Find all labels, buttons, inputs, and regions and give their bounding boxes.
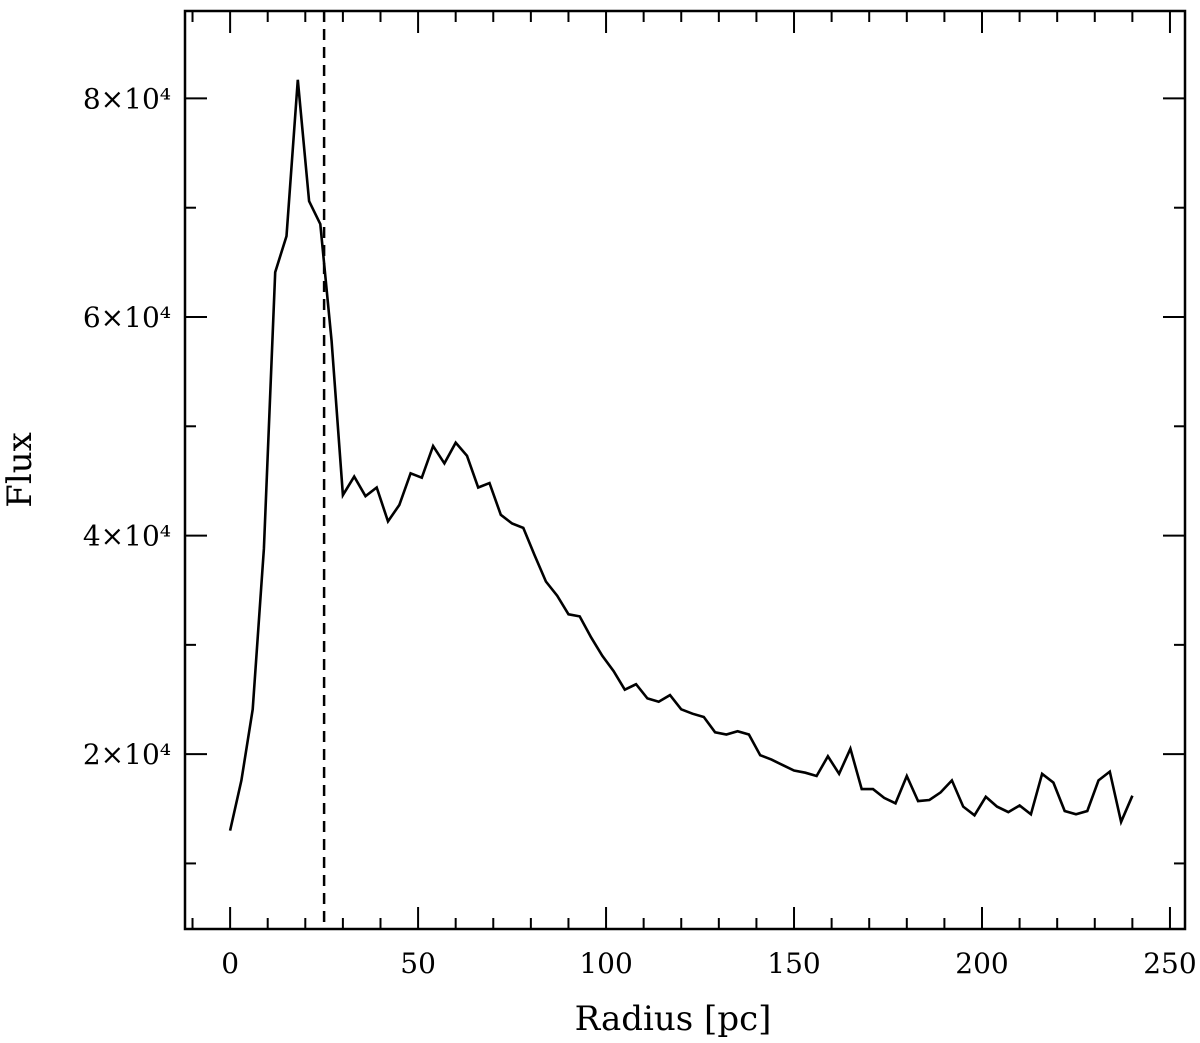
flux-series-line	[228, 79, 1134, 831]
x-tick-label: 250	[1143, 947, 1196, 980]
x-axis-ticks	[191, 11, 1171, 929]
plot-frame	[183, 9, 1187, 931]
x-tick-label: 150	[767, 947, 820, 980]
y-tick-label: 8×10⁴	[83, 82, 171, 115]
x-tick-label: 0	[221, 947, 239, 980]
y-tick-label: 4×10⁴	[83, 520, 171, 553]
y-axis-label: Flux	[0, 432, 40, 508]
x-tick-label: 200	[955, 947, 1008, 980]
x-tick-label: 100	[579, 947, 632, 980]
y-axis-tick-labels: 2×10⁴ 4×10⁴ 6×10⁴ 8×10⁴	[83, 82, 171, 771]
x-tick-label: 50	[400, 947, 436, 980]
x-axis-label: Radius [pc]	[575, 999, 772, 1039]
y-axis-ticks	[185, 97, 1185, 865]
y-tick-label: 2×10⁴	[83, 738, 171, 771]
y-tick-label: 6×10⁴	[83, 301, 171, 334]
x-axis-tick-labels: 0 50 100 150 200 250	[221, 947, 1196, 980]
